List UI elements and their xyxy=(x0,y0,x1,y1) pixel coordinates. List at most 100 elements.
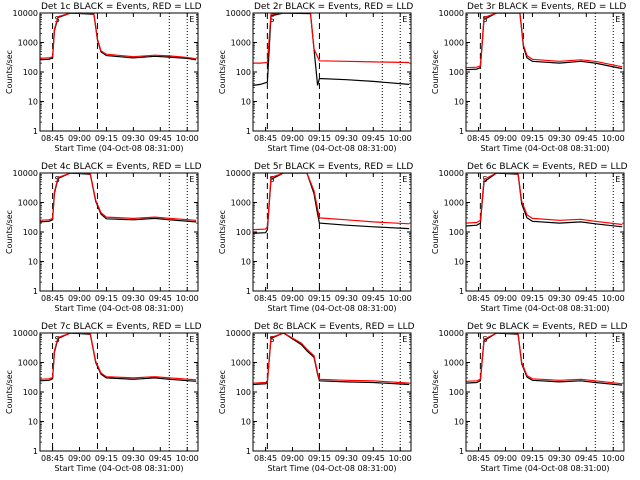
y-tick-label: 1000 xyxy=(444,359,464,368)
marker-label: E xyxy=(615,15,620,24)
panel-title: Det 5r BLACK = Events, RED = LLD xyxy=(254,162,413,172)
x-axis-label: Start Time (04-Oct-08 08:31:00) xyxy=(54,304,183,313)
x-tick-label: 08:45 xyxy=(467,294,490,303)
panel-title: Det 7c BLACK = Events, RED = LLD xyxy=(41,322,202,332)
y-tick-label: 100 xyxy=(23,388,38,397)
y-tick-label: 1 xyxy=(459,287,464,296)
panel-1: Det 1c BLACK = Events, RED = LLD Counts/s… xyxy=(5,2,202,153)
plot-frame xyxy=(252,332,412,452)
x-tick-label: 09:45 xyxy=(575,134,598,143)
y-tick-label: 1 xyxy=(33,447,38,456)
y-tick-label: 1000 xyxy=(231,39,251,48)
x-tick-label: 09:45 xyxy=(149,134,172,143)
marker-label: E xyxy=(615,175,620,184)
x-tick-label: 09:00 xyxy=(281,134,304,143)
x-tick-label: 09:30 xyxy=(335,454,358,463)
x-tick-label: 09:00 xyxy=(68,294,91,303)
plot-frame xyxy=(39,332,199,452)
x-tick-label: 10:00 xyxy=(602,134,625,143)
x-tick-label: 09:30 xyxy=(548,294,571,303)
x-tick-label: 10:00 xyxy=(176,134,199,143)
y-tick-label: 1 xyxy=(33,127,38,136)
y-axis-label: Counts/sec xyxy=(218,50,227,94)
marker-label: E xyxy=(189,175,194,184)
plot-frame xyxy=(252,172,412,292)
x-tick-label: 09:30 xyxy=(548,454,571,463)
y-tick-label: 1000 xyxy=(18,359,38,368)
x-axis-label: Start Time (04-Oct-08 08:31:00) xyxy=(267,464,396,473)
y-axis-label: Counts/sec xyxy=(5,370,14,414)
x-tick-label: 09:00 xyxy=(68,134,91,143)
x-axis-label: Start Time (04-Oct-08 08:31:00) xyxy=(480,304,609,313)
x-tick-label: 10:00 xyxy=(602,454,625,463)
y-axis-label: Counts/sec xyxy=(431,50,440,94)
y-tick-label: 10 xyxy=(241,98,251,107)
y-tick-label: 10 xyxy=(454,98,464,107)
y-tick-label: 10000 xyxy=(226,169,251,178)
y-tick-label: 10000 xyxy=(439,329,464,338)
marker-label: E xyxy=(189,15,194,24)
x-tick-label: 09:00 xyxy=(68,454,91,463)
x-axis-label: Start Time (04-Oct-08 08:31:00) xyxy=(480,464,609,473)
x-axis-label: Start Time (04-Oct-08 08:31:00) xyxy=(54,144,183,153)
x-tick-label: 09:45 xyxy=(149,294,172,303)
x-tick-label: 08:45 xyxy=(254,294,277,303)
x-tick-label: 09:15 xyxy=(308,294,331,303)
x-tick-label: 09:15 xyxy=(95,294,118,303)
x-tick-label: 09:30 xyxy=(548,134,571,143)
panel-4: Det 4c BLACK = Events, RED = LLD Counts/s… xyxy=(5,162,202,313)
lld-line xyxy=(253,173,410,231)
y-axis-label: Counts/sec xyxy=(218,210,227,254)
y-tick-label: 10 xyxy=(28,418,38,427)
x-tick-label: 09:30 xyxy=(122,294,145,303)
y-axis-label: Counts/sec xyxy=(218,370,227,414)
y-tick-label: 100 xyxy=(236,68,251,77)
y-tick-label: 1000 xyxy=(18,199,38,208)
events-line xyxy=(253,13,410,86)
lld-line xyxy=(40,13,197,60)
y-tick-label: 10000 xyxy=(439,9,464,18)
x-tick-label: 08:45 xyxy=(254,454,277,463)
x-tick-label: 10:00 xyxy=(176,294,199,303)
y-tick-label: 10 xyxy=(454,418,464,427)
y-tick-label: 1 xyxy=(459,447,464,456)
marker-label: S xyxy=(269,15,274,24)
y-tick-label: 10 xyxy=(241,418,251,427)
x-tick-label: 09:15 xyxy=(308,134,331,143)
x-tick-label: 08:45 xyxy=(41,454,64,463)
panel-title: Det 6c BLACK = Events, RED = LLD xyxy=(467,162,628,172)
x-tick-label: 09:30 xyxy=(122,454,145,463)
lld-line xyxy=(40,333,197,381)
x-tick-label: 09:15 xyxy=(95,454,118,463)
panel-8: Det 8c BLACK = Events, RED = LLD Counts/s… xyxy=(218,322,415,473)
y-tick-label: 1 xyxy=(33,287,38,296)
marker-label: E xyxy=(189,335,194,344)
y-tick-label: 100 xyxy=(236,228,251,237)
panel-title: Det 3r BLACK = Events, RED = LLD xyxy=(467,2,626,12)
plot-frame xyxy=(39,12,199,132)
panel-2: Det 2r BLACK = Events, RED = LLD Counts/s… xyxy=(218,2,413,153)
y-axis-label: Counts/sec xyxy=(431,210,440,254)
x-tick-label: 09:15 xyxy=(521,294,544,303)
x-axis-label: Start Time (04-Oct-08 08:31:00) xyxy=(267,304,396,313)
y-tick-label: 100 xyxy=(449,68,464,77)
events-line xyxy=(40,173,197,223)
x-tick-label: 09:30 xyxy=(335,134,358,143)
y-tick-label: 10000 xyxy=(13,169,38,178)
panel-title: Det 8c BLACK = Events, RED = LLD xyxy=(254,322,415,332)
y-tick-label: 100 xyxy=(236,388,251,397)
panel-9: Det 9c BLACK = Events, RED = LLD Counts/s… xyxy=(431,322,628,473)
x-tick-label: 10:00 xyxy=(389,134,412,143)
x-tick-label: 09:00 xyxy=(494,294,517,303)
x-tick-label: 09:45 xyxy=(362,294,385,303)
plot-frame xyxy=(465,332,625,452)
y-tick-label: 100 xyxy=(449,388,464,397)
y-tick-label: 10 xyxy=(454,258,464,267)
y-tick-label: 1000 xyxy=(444,199,464,208)
y-axis-label: Counts/sec xyxy=(431,370,440,414)
y-tick-label: 10 xyxy=(241,258,251,267)
x-tick-label: 09:45 xyxy=(362,134,385,143)
x-tick-label: 08:45 xyxy=(467,134,490,143)
x-tick-label: 09:15 xyxy=(308,454,331,463)
